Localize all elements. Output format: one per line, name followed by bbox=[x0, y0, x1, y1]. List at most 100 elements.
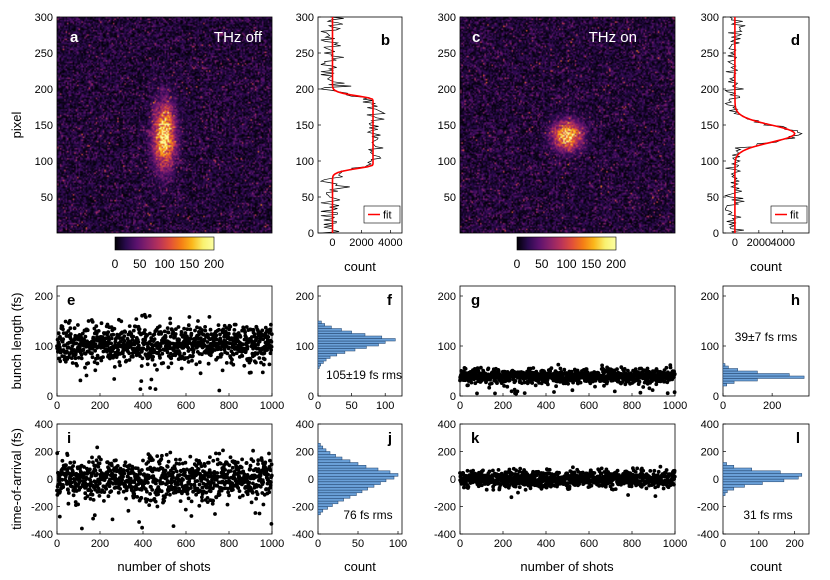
scatter-point bbox=[66, 488, 70, 492]
scatter-point bbox=[507, 467, 512, 472]
scatter-point bbox=[88, 497, 93, 501]
scatter-point bbox=[178, 457, 182, 462]
xlabel-b: count bbox=[344, 259, 376, 274]
x-tick-label: 800 bbox=[220, 538, 238, 550]
scatter-point bbox=[183, 331, 188, 335]
histogram-bars-j bbox=[317, 443, 399, 516]
scatter-point bbox=[268, 468, 273, 473]
scatter-point bbox=[647, 386, 652, 391]
scatter-point bbox=[122, 354, 126, 359]
scatter-point bbox=[166, 365, 171, 370]
scatter-point bbox=[248, 357, 253, 362]
scatter-point bbox=[168, 450, 173, 455]
x-tick-label: 0 bbox=[315, 538, 321, 550]
x-tick-label: 0 bbox=[720, 538, 726, 550]
scatter-point bbox=[664, 365, 669, 370]
y-tick-label: 300 bbox=[701, 12, 719, 24]
scatter-point bbox=[68, 460, 73, 465]
scatter-point bbox=[514, 468, 518, 473]
scatter-point bbox=[107, 484, 112, 489]
scatter-point bbox=[260, 328, 265, 333]
scatter-point bbox=[164, 492, 169, 497]
scatter-point bbox=[493, 391, 497, 396]
scatter-point bbox=[215, 457, 220, 462]
scatter-point bbox=[215, 355, 220, 360]
scatter-point bbox=[109, 463, 114, 468]
scatter-point bbox=[208, 455, 212, 459]
scatter-point bbox=[484, 487, 489, 492]
scatter-point bbox=[234, 351, 239, 356]
scatter-point bbox=[57, 514, 62, 519]
scatter-point bbox=[101, 355, 105, 359]
scatter-point bbox=[111, 332, 116, 337]
histogram-bar bbox=[317, 465, 367, 469]
x-tick-label: 800 bbox=[623, 400, 641, 412]
scatter-point bbox=[127, 358, 132, 362]
histogram-bar bbox=[317, 484, 375, 488]
scatter-point bbox=[149, 377, 154, 382]
y-tick-label: 0 bbox=[713, 228, 719, 240]
scatter-point bbox=[247, 480, 252, 485]
scatter-point bbox=[189, 482, 194, 487]
scatter-point bbox=[205, 485, 210, 490]
scatter-point bbox=[231, 339, 236, 343]
scatter-point bbox=[83, 334, 88, 339]
y-tick-label: 250 bbox=[35, 48, 53, 60]
scatter-point bbox=[194, 362, 199, 367]
histogram-bar bbox=[722, 478, 785, 483]
scatter-point bbox=[592, 471, 597, 475]
scatter-point bbox=[72, 326, 77, 331]
scatter-point bbox=[147, 503, 152, 507]
scatter-point bbox=[655, 369, 660, 373]
scatter-point bbox=[164, 452, 169, 457]
y-tick-label: 0 bbox=[713, 474, 719, 486]
scatter-point bbox=[177, 473, 182, 477]
scatter-point bbox=[182, 326, 187, 331]
scatter-point bbox=[66, 491, 71, 495]
histogram-bar bbox=[722, 481, 763, 485]
scatter-point bbox=[57, 345, 62, 349]
scatter-point bbox=[146, 460, 151, 464]
scatter-point bbox=[665, 391, 670, 396]
scatter-point bbox=[541, 471, 546, 476]
scatter-point bbox=[217, 492, 222, 497]
scatter-point bbox=[269, 462, 274, 467]
scatter-point bbox=[168, 334, 173, 339]
scatter-point bbox=[135, 495, 140, 499]
x-tick-label: 100 bbox=[750, 538, 768, 550]
legend-box-b bbox=[363, 205, 401, 224]
histogram-bar bbox=[722, 375, 805, 379]
scatter-point bbox=[509, 495, 514, 500]
scatter-point bbox=[672, 474, 677, 479]
scatter-point bbox=[218, 461, 223, 466]
scatter-point bbox=[85, 494, 90, 499]
histogram-bar bbox=[317, 459, 351, 463]
scatter-point bbox=[145, 333, 150, 338]
scatter-point bbox=[652, 468, 657, 473]
scatter-point bbox=[620, 380, 625, 384]
scatter-point bbox=[169, 361, 174, 366]
histogram-bar bbox=[317, 487, 368, 491]
scatter-point bbox=[203, 325, 208, 329]
scatter-point bbox=[55, 451, 60, 456]
scatter-point bbox=[105, 322, 110, 327]
scatter-point bbox=[115, 464, 120, 468]
scatter-point bbox=[255, 492, 260, 497]
histogram-bar bbox=[317, 360, 324, 364]
histogram-bar bbox=[722, 465, 735, 469]
scatter-point bbox=[70, 361, 75, 365]
annotation-l: 31 fs rms bbox=[743, 508, 792, 522]
scatter-point bbox=[124, 358, 129, 363]
panel-j: -400 -200 0 200 400 0 50 100 j 76 fs rms count bbox=[292, 419, 407, 574]
scatter-point bbox=[552, 390, 556, 394]
x-ticks-g: 0 200 400 600 800 1000 bbox=[457, 393, 687, 412]
panel-e: 0 100 200 0 200 400 600 800 1000 e bunch length… bbox=[9, 285, 284, 412]
scatter-point bbox=[116, 348, 120, 352]
scatter-point bbox=[174, 327, 178, 331]
scatter-point bbox=[159, 489, 164, 494]
scatter-point bbox=[138, 387, 143, 391]
panel-letter-j: j bbox=[387, 430, 392, 447]
y-tick-label: 400 bbox=[296, 419, 314, 431]
scatter-point bbox=[256, 458, 261, 463]
scatter-point bbox=[134, 317, 139, 321]
